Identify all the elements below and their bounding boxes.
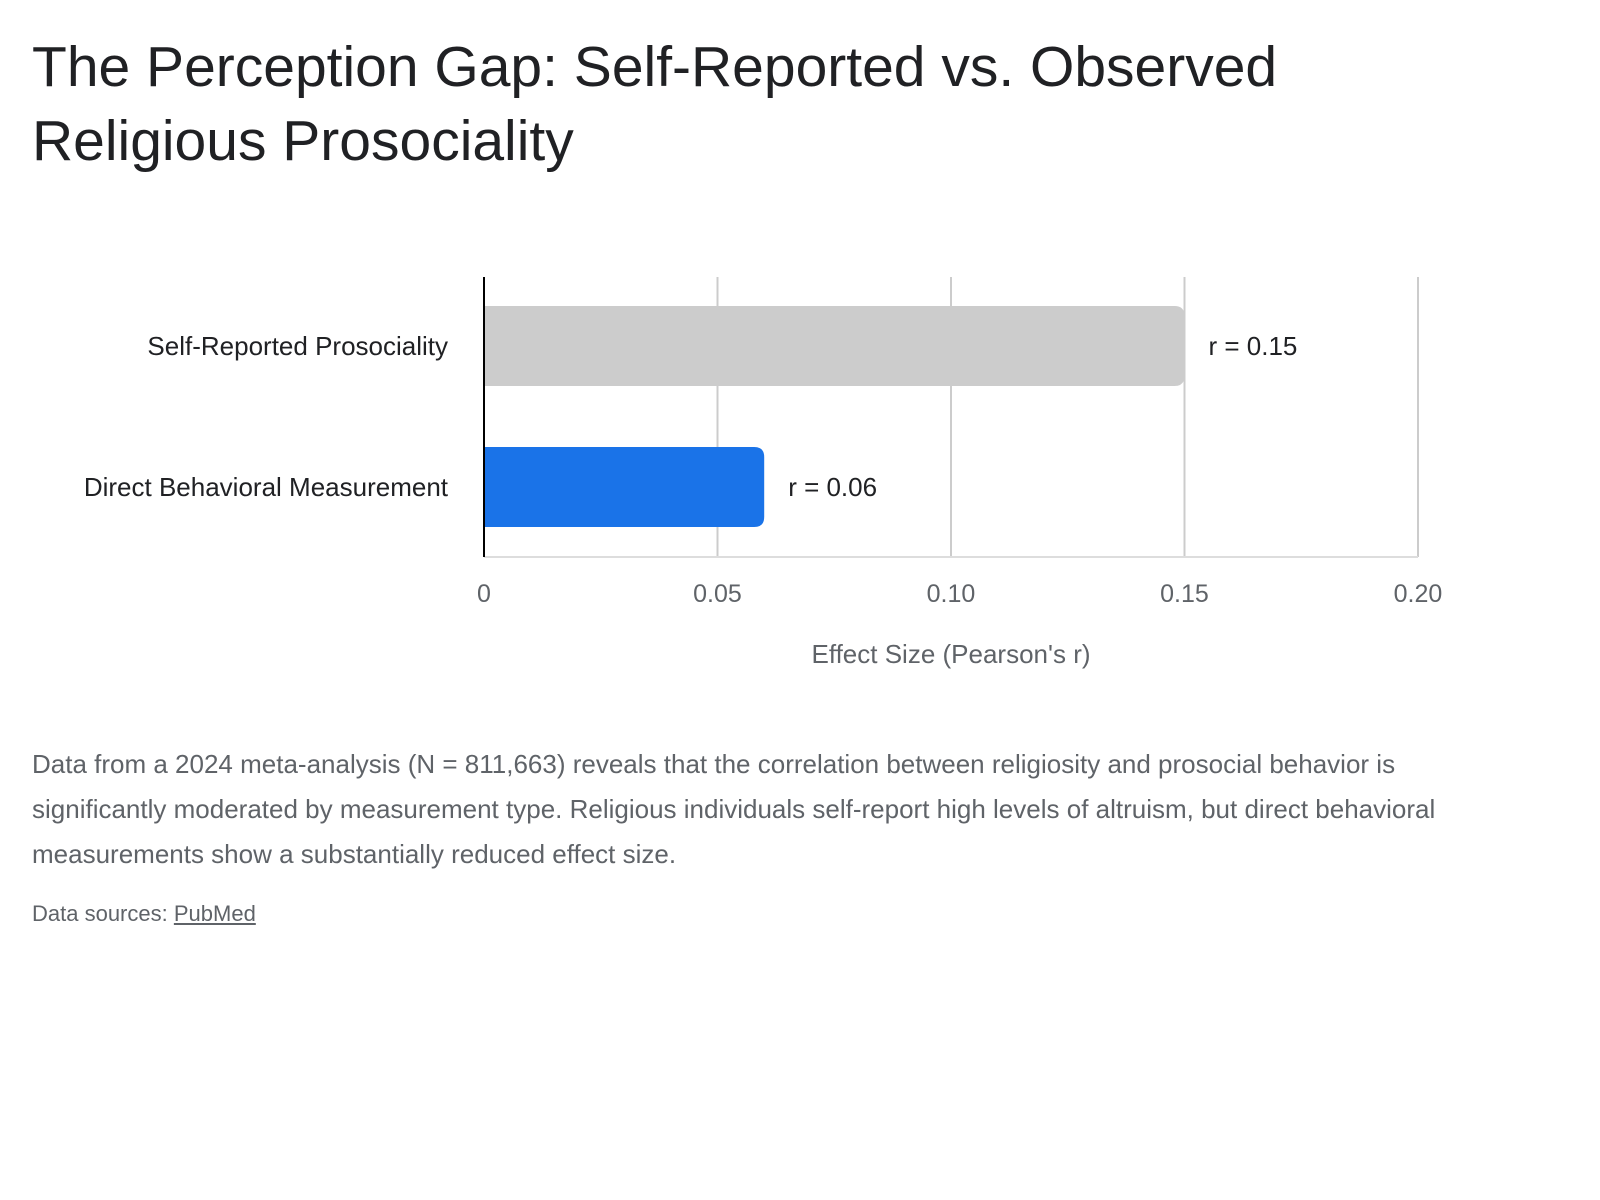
bars: r = 0.15 r = 0.06	[484, 306, 1297, 527]
x-tick-label: 0.15	[1160, 580, 1209, 608]
chart-description: Data from a 2024 meta-analysis (N = 811,…	[32, 749, 1436, 869]
x-tick-label: 0.20	[1394, 580, 1443, 608]
pubmed-source-link[interactable]: PubMed	[173, 901, 256, 926]
x-tick-label: 0	[477, 580, 491, 608]
bar-chart: r = 0.15 r = 0.06 0 0.05 0.10 0.15 0.20 Self-R…	[84, 277, 1442, 669]
data-label: r = 0.15	[1209, 331, 1298, 361]
category-label: Direct Behavioral Measurement	[84, 472, 449, 502]
axes: 0 0.05 0.10 0.15 0.20 Self-Reported Prosocial…	[84, 277, 1442, 608]
sources-label: Data sources:	[32, 901, 168, 926]
category-label: Self-Reported Prosociality	[147, 331, 448, 361]
x-tick-label: 0.05	[693, 580, 742, 608]
bar	[484, 306, 1185, 386]
data-label: r = 0.06	[788, 472, 877, 502]
bar	[484, 447, 765, 527]
chart-title: The Perception Gap: Self-Reported vs. Ob…	[32, 35, 1278, 173]
data-sources: Data sources: PubMed	[32, 898, 256, 930]
x-axis-title: Effect Size (Pearson's r)	[811, 639, 1090, 669]
x-tick-label: 0.10	[927, 580, 976, 608]
